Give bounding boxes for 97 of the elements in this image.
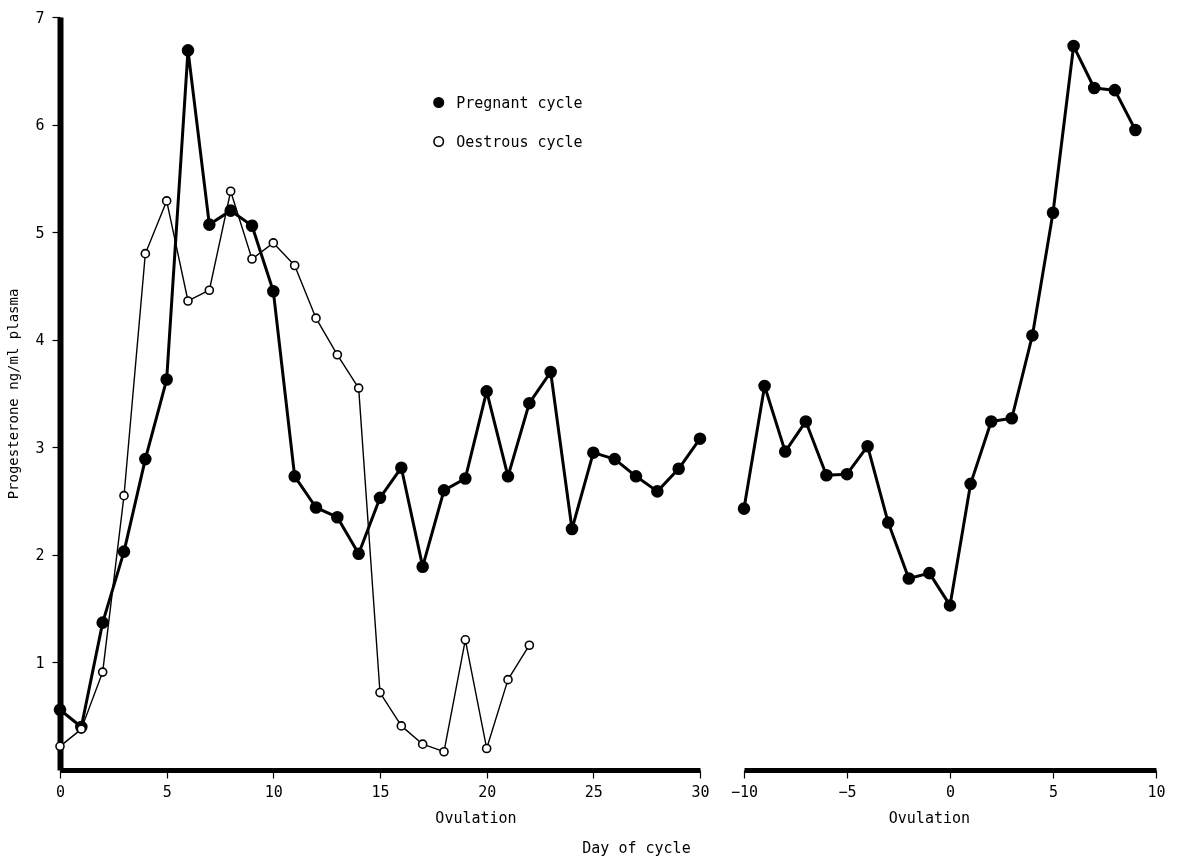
point bbox=[267, 285, 280, 298]
x-tick-label: 10 bbox=[1147, 782, 1166, 801]
point bbox=[629, 470, 643, 483]
point bbox=[651, 485, 664, 498]
point bbox=[417, 739, 428, 750]
point bbox=[332, 349, 343, 360]
point bbox=[139, 452, 152, 466]
point bbox=[587, 446, 600, 459]
point bbox=[608, 452, 621, 466]
point bbox=[964, 477, 977, 491]
point bbox=[96, 616, 109, 629]
point bbox=[373, 491, 387, 505]
point bbox=[544, 365, 557, 379]
point bbox=[375, 687, 385, 698]
y-tick-label: 5 bbox=[35, 223, 45, 242]
point bbox=[737, 502, 751, 515]
point bbox=[225, 186, 236, 197]
point bbox=[288, 470, 301, 483]
point bbox=[1067, 39, 1080, 53]
x-tick-label: −5 bbox=[838, 782, 857, 801]
point bbox=[820, 468, 833, 482]
point bbox=[799, 415, 813, 428]
point bbox=[480, 385, 493, 398]
point bbox=[204, 285, 215, 296]
point bbox=[923, 566, 936, 580]
x-axis-title: Day of cycle bbox=[582, 838, 691, 857]
point bbox=[352, 547, 365, 561]
point bbox=[481, 743, 492, 754]
y-axis-title: Progesterone ng/ml plasma bbox=[5, 288, 22, 500]
x-tick-label: 0 bbox=[55, 782, 66, 801]
point bbox=[1108, 83, 1122, 97]
x-tick-label: 0 bbox=[945, 782, 956, 801]
point bbox=[524, 640, 535, 651]
y-tick-label: 7 bbox=[35, 8, 45, 27]
x-tick-label: 30 bbox=[691, 782, 710, 801]
x-tick-label: 10 bbox=[264, 782, 283, 801]
point bbox=[247, 254, 257, 264]
point bbox=[437, 484, 451, 497]
point bbox=[353, 383, 364, 393]
point bbox=[161, 196, 172, 206]
point bbox=[459, 472, 472, 485]
point bbox=[396, 721, 407, 731]
point bbox=[758, 379, 771, 393]
point bbox=[840, 467, 854, 481]
point bbox=[53, 703, 67, 717]
point bbox=[1005, 411, 1019, 425]
point bbox=[203, 218, 216, 231]
y-tick-label: 6 bbox=[35, 116, 45, 135]
x-tick-label: 5 bbox=[1048, 782, 1059, 801]
point bbox=[881, 516, 895, 529]
point bbox=[672, 462, 685, 476]
point bbox=[1087, 81, 1101, 95]
y-tick-label: 3 bbox=[35, 438, 45, 457]
point bbox=[523, 396, 536, 410]
y-tick-label: 1 bbox=[35, 653, 45, 672]
legend-label: Oestrous cycle bbox=[456, 132, 583, 151]
y-tick-label: 4 bbox=[35, 331, 45, 350]
point bbox=[289, 260, 300, 271]
point bbox=[181, 44, 195, 57]
point bbox=[309, 501, 323, 514]
x-tick-label: 15 bbox=[371, 782, 390, 801]
point bbox=[1046, 206, 1060, 220]
point bbox=[778, 445, 792, 458]
point bbox=[117, 545, 131, 558]
text: Ovulation bbox=[435, 809, 517, 827]
point bbox=[395, 461, 408, 474]
x-tick-label: 25 bbox=[584, 782, 603, 801]
point bbox=[416, 560, 429, 573]
legend-label: Pregnant cycle bbox=[456, 93, 583, 112]
point bbox=[140, 248, 151, 259]
point bbox=[943, 599, 957, 612]
point bbox=[97, 667, 108, 677]
point bbox=[268, 238, 279, 248]
point bbox=[55, 741, 65, 752]
x-tick-label: 20 bbox=[478, 782, 497, 801]
point bbox=[1129, 123, 1142, 137]
point bbox=[183, 296, 193, 306]
point bbox=[460, 635, 471, 645]
point bbox=[902, 572, 916, 585]
point bbox=[119, 490, 129, 501]
point bbox=[160, 373, 173, 386]
point bbox=[311, 313, 321, 324]
point bbox=[501, 470, 515, 483]
x-tick-label: −10 bbox=[730, 782, 759, 801]
point bbox=[565, 522, 579, 536]
y-tick-label: 2 bbox=[35, 546, 45, 565]
x-tick-label: 5 bbox=[162, 782, 172, 801]
point bbox=[1026, 329, 1039, 342]
point bbox=[439, 746, 449, 757]
point bbox=[984, 415, 998, 428]
point bbox=[503, 674, 513, 685]
point bbox=[331, 510, 344, 524]
text: Ovulation bbox=[888, 809, 971, 827]
point bbox=[245, 219, 259, 232]
point bbox=[693, 432, 707, 445]
point bbox=[861, 439, 874, 453]
point bbox=[76, 724, 87, 734]
